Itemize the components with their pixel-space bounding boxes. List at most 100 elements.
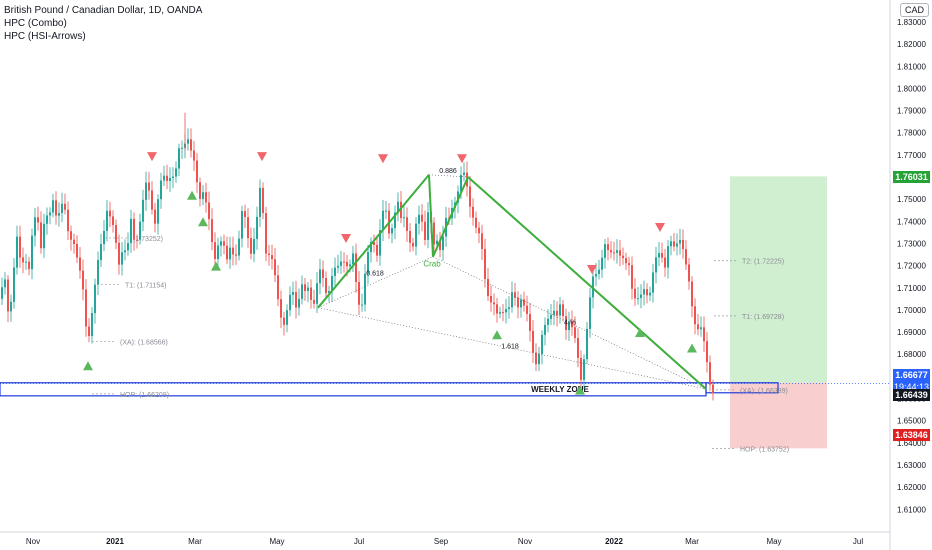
candle-body: [196, 160, 198, 183]
candle-body: [4, 279, 6, 288]
candle-body: [403, 217, 405, 219]
candle-body: [223, 241, 225, 246]
candle-body: [61, 203, 63, 214]
pattern-ac-line: [428, 174, 469, 178]
weekly-zone-label: WEEKLY ZONE: [531, 385, 589, 394]
candle-body: [337, 265, 339, 268]
candle-body: [217, 245, 219, 260]
candle-body: [598, 269, 600, 275]
level-annotation: (1.73252): [133, 236, 163, 243]
buy-signal-arrow: [187, 190, 197, 200]
candle-body: [427, 212, 429, 240]
time-axis[interactable]: Nov 2021 Mar May Jul Sep Nov 2022 Mar May Jul: [0, 531, 890, 546]
candle-body: [508, 307, 510, 310]
candle-body: [214, 242, 216, 260]
candle-body: [136, 239, 138, 241]
candle-body: [181, 147, 183, 149]
x-tick-label: Jul: [853, 537, 863, 546]
candle-body: [151, 190, 153, 210]
candle-body: [346, 261, 348, 267]
candle-body: [118, 242, 120, 265]
candle-body: [289, 294, 291, 311]
candle-body: [640, 294, 642, 299]
candle-body: [619, 250, 621, 256]
candle-body: [406, 217, 408, 231]
candle-body: [352, 253, 354, 265]
candle-body: [637, 298, 639, 300]
candle-body: [409, 230, 411, 243]
candle-body: [241, 211, 243, 239]
candle-body: [706, 341, 708, 363]
pattern-leg: [317, 174, 430, 309]
level-annotation: T1: (1.69728): [742, 314, 784, 321]
x-tick-label: May: [269, 537, 284, 546]
current-price-tag: 1.66677: [893, 369, 930, 381]
candle-body: [97, 260, 99, 285]
y-tick-label: 1.70000: [897, 306, 926, 315]
candle-body: [595, 274, 597, 277]
buy-signal-arrow: [575, 385, 585, 395]
candle-body: [73, 239, 75, 245]
level-annotation: (XA): (1.68566): [120, 340, 168, 347]
candle-body: [310, 287, 312, 300]
candle-body: [154, 209, 156, 224]
candle-body: [397, 201, 399, 213]
candle-body: [628, 263, 630, 266]
candle-body: [547, 318, 549, 325]
candle-body: [673, 241, 675, 247]
zone-price-tag: 1.66439: [893, 389, 930, 401]
candle-body: [433, 222, 435, 245]
candle-body: [520, 299, 522, 308]
y-tick-label: 1.63000: [897, 461, 926, 470]
candle-body: [439, 240, 441, 250]
candle-body: [202, 192, 204, 199]
candle-body: [40, 222, 42, 249]
candle-body: [187, 139, 189, 144]
candle-body: [133, 218, 135, 240]
symbol-title[interactable]: British Pound / Canadian Dollar, 1D, OAN…: [4, 5, 203, 16]
candle-body: [709, 362, 711, 385]
candle-body: [190, 139, 192, 151]
candle-body: [208, 202, 210, 220]
currency-badge[interactable]: CAD: [900, 3, 930, 17]
candle-body: [322, 269, 324, 278]
sell-signal-arrow: [257, 152, 267, 162]
candle-body: [226, 245, 228, 260]
candle-body: [103, 230, 105, 245]
candle-body: [589, 297, 591, 329]
candle-body: [94, 284, 96, 314]
candle-body: [7, 279, 9, 312]
candle-body: [544, 324, 546, 335]
chart-legend: British Pound / Canadian Dollar, 1D, OAN…: [4, 4, 202, 43]
candle-body: [679, 239, 681, 244]
candle-body: [79, 257, 81, 271]
candle-body: [418, 214, 420, 224]
indicator-arrows[interactable]: HPC (HSI-Arrows): [4, 31, 86, 42]
candle-body: [469, 186, 471, 207]
candle-body: [319, 269, 321, 284]
indicator-combo[interactable]: HPC (Combo): [4, 18, 67, 29]
candle-body: [514, 292, 516, 298]
candle-body: [295, 291, 297, 308]
candle-body: [565, 316, 567, 331]
candle-body: [274, 259, 276, 276]
candle-body: [16, 236, 18, 268]
candle-body: [391, 228, 393, 234]
candle-body: [22, 257, 24, 263]
candle-body: [571, 321, 573, 328]
candle-body: [667, 246, 669, 268]
candle-body: [64, 203, 66, 210]
candle-body: [160, 180, 162, 200]
candle-body: [655, 257, 657, 273]
candle-body: [412, 242, 414, 247]
price-axis[interactable]: 1.610001.620001.630001.640001.650001.660…: [889, 0, 926, 550]
candle-body: [175, 168, 177, 177]
candle-body: [625, 258, 627, 264]
candle-body: [529, 313, 531, 331]
candle-body: [232, 247, 234, 255]
candle-body: [172, 176, 174, 179]
candle-body: [442, 236, 444, 250]
candle-body: [169, 178, 171, 182]
candle-body: [616, 250, 618, 253]
